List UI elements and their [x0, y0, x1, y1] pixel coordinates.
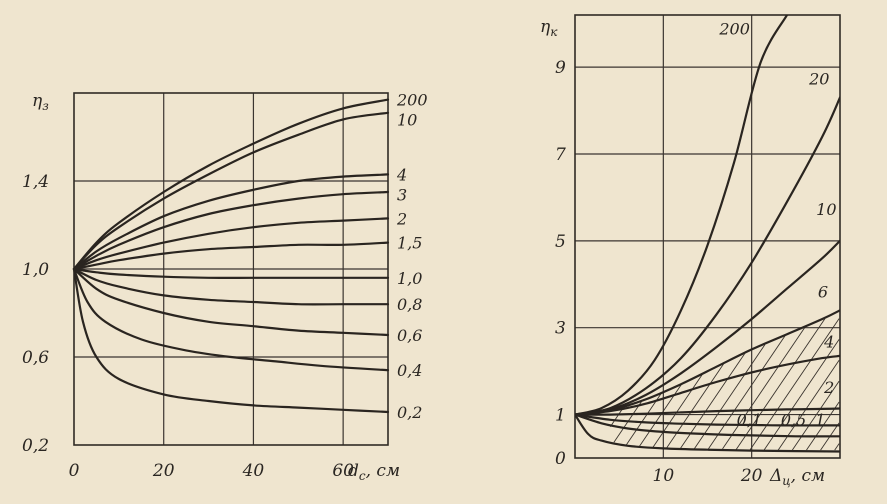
- hatch-line: [834, 443, 840, 451]
- y-tick-label: 5: [555, 232, 566, 252]
- series-line: [72, 267, 390, 414]
- y-tick-label: 7: [555, 145, 566, 165]
- x-tick-label: 40: [242, 461, 265, 481]
- series-label: 4: [823, 332, 834, 351]
- right-chart: 200 20 10 6 4 2 1 0,5 0,1 0 1 3 5 7 9 10 20 ηк Δц, см: [540, 14, 841, 488]
- hatch-line: [652, 373, 704, 448]
- x-axis-title: Δц, см: [769, 466, 825, 488]
- series-line: [72, 98, 390, 271]
- x-tick-label: 60: [332, 461, 354, 481]
- y-tick-label: 1,0: [22, 260, 49, 280]
- series-label: 0,6: [397, 326, 422, 345]
- series-line: [72, 111, 390, 271]
- series-label: 0,1: [737, 410, 762, 429]
- x-tick-label: 20: [152, 461, 175, 481]
- series-line: [72, 267, 390, 306]
- series-label: 0,5: [781, 410, 806, 429]
- hatch-line: [791, 380, 840, 451]
- series-label: 2: [823, 378, 834, 397]
- series-label: 10: [397, 111, 417, 130]
- x-axis-title: dc, см: [348, 461, 400, 483]
- series-line: [72, 217, 390, 271]
- series-label: 1,5: [397, 234, 422, 253]
- x-tick-label: 10: [653, 466, 675, 486]
- plot-frame: [574, 14, 841, 459]
- y-tick-label: 9: [555, 58, 566, 78]
- series-label: 4: [396, 165, 407, 184]
- series-line: [575, 407, 840, 416]
- series-label: 200: [396, 91, 428, 110]
- series-line: [72, 267, 390, 337]
- y-tick-label: 3: [555, 319, 566, 339]
- y-tick-label: 0: [555, 449, 566, 469]
- hatch-line: [722, 326, 806, 450]
- y-axis-title: ηз: [32, 91, 49, 113]
- y-tick-label: 0,6: [22, 348, 49, 368]
- series-label: 20: [808, 69, 829, 88]
- series-label: 1,0: [397, 269, 422, 288]
- series-line: [575, 239, 840, 416]
- series-label: 0,2: [397, 403, 422, 422]
- series-line: [575, 413, 840, 438]
- series-label: 0,4: [397, 361, 422, 380]
- series-label: 2: [396, 209, 407, 228]
- y-tick-label: 0,2: [22, 436, 49, 456]
- x-tick-label: 20: [740, 466, 763, 486]
- series-label: 200: [718, 20, 750, 39]
- series-line: [575, 354, 840, 416]
- series-line: [72, 173, 390, 271]
- y-axis-title: ηк: [540, 17, 558, 39]
- series-line: [72, 267, 390, 279]
- series-line: [575, 413, 840, 427]
- series-label: 10: [816, 200, 836, 219]
- series-line: [72, 241, 390, 271]
- series-label: 6: [818, 282, 828, 301]
- x-tick-label: 0: [69, 461, 80, 481]
- hatch-line: [749, 318, 840, 451]
- hatch-line: [708, 335, 786, 450]
- series-label: 0,8: [397, 295, 422, 314]
- series-line: [575, 15, 789, 416]
- y-tick-label: 1,4: [22, 172, 49, 192]
- series-line: [72, 190, 390, 271]
- series-line: [575, 413, 840, 453]
- series-line: [72, 267, 390, 372]
- hatch-line: [735, 318, 826, 451]
- series-label: 3: [397, 185, 407, 204]
- y-tick-label: 1: [555, 406, 566, 426]
- series-line: [575, 309, 840, 416]
- hatch-line: [693, 344, 766, 450]
- series-line: [575, 96, 840, 416]
- series-label: 1: [815, 410, 825, 429]
